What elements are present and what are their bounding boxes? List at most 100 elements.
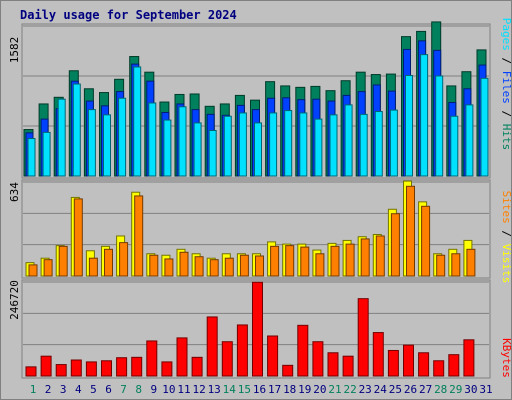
bar-sites	[451, 253, 461, 277]
side-label-pages-files-hits: Pages / Files / Hits	[500, 18, 512, 151]
bar-sites	[239, 254, 249, 277]
x-tick-label: 27	[419, 383, 432, 396]
bar-sites	[406, 185, 415, 277]
panel-hits-ymax: 1582	[8, 37, 21, 64]
bar-kbytes	[433, 360, 445, 377]
bar-kbytes	[463, 339, 475, 377]
bar-sites	[375, 235, 385, 277]
bar-pages	[254, 122, 262, 177]
x-axis-day-labels: 1 2 3 4 5 6 7 8 9 10 11 12 13 14 15 16 17 18 19 20 21 22 23 24 2…	[30, 383, 493, 396]
side-label-files: Files	[500, 71, 512, 104]
x-tick-label: 12	[192, 383, 205, 396]
panel-visits: 634 Sites / Visits	[8, 179, 512, 284]
bar-kbytes	[448, 354, 460, 377]
bar-pages	[450, 115, 459, 177]
side-label-sites: Sites	[500, 191, 512, 224]
bar-sites	[149, 254, 159, 277]
x-tick-label: 29	[449, 383, 462, 396]
bar-kbytes	[70, 359, 82, 377]
bar-pages	[42, 131, 51, 177]
bar-pages	[329, 114, 338, 177]
bar-kbytes	[40, 355, 52, 377]
x-tick-label: 3	[60, 383, 67, 396]
x-tick-label: 8	[135, 383, 142, 396]
bar-sites	[270, 245, 280, 277]
bar-pages	[284, 110, 293, 177]
side-label-visits-sites: Sites / Visits	[500, 191, 512, 284]
bar-pages	[208, 129, 217, 177]
bar-pages	[193, 122, 202, 177]
bar-pages	[133, 66, 142, 177]
bar-pages	[103, 114, 111, 177]
bar-kbytes	[131, 356, 143, 377]
bar-sites	[345, 243, 355, 277]
bar-pages	[269, 112, 278, 177]
x-tick-label: 9	[150, 383, 157, 396]
bar-sites	[466, 248, 476, 277]
x-tick-label: 1	[30, 383, 37, 396]
bar-kbytes	[372, 332, 384, 377]
panel-visits-ymax: 634	[8, 182, 21, 202]
x-tick-label: 11	[177, 383, 190, 396]
side-label-hits: Hits	[500, 124, 512, 151]
bar-kbytes	[267, 335, 279, 377]
bar-sites	[315, 253, 325, 277]
bar-pages	[299, 112, 308, 177]
bar-pages	[405, 74, 413, 177]
bar-pages	[163, 119, 172, 177]
x-tick-label: 25	[389, 383, 402, 396]
bar-pages	[72, 83, 81, 177]
bar-sites	[194, 256, 204, 277]
bar-kbytes	[146, 340, 158, 377]
bar-sites	[43, 259, 53, 277]
side-label-kbytes: KBytes	[500, 338, 512, 378]
side-label-visits: Visits	[500, 244, 512, 284]
bar-kbytes	[236, 324, 248, 377]
bar-sites	[390, 213, 400, 277]
bar-kbytes	[252, 281, 263, 377]
bar-pages	[465, 104, 474, 177]
bar-sites	[360, 238, 370, 277]
chart-title: Daily usage for September 2024	[20, 8, 237, 22]
side-label-pages: Pages	[500, 18, 512, 51]
bar-pages	[359, 113, 368, 177]
bar-kbytes	[85, 361, 97, 377]
x-tick-label: 24	[374, 383, 388, 396]
side-label-sep3: /	[500, 224, 512, 244]
bar-kbytes	[342, 355, 354, 377]
panel-hits-bars	[23, 21, 489, 177]
bar-sites	[134, 195, 144, 277]
bar-kbytes	[206, 316, 218, 377]
x-tick-label: 6	[105, 383, 112, 396]
bar-sites	[255, 255, 264, 277]
panel-hits: 1582 Pages / Files / Hits	[8, 18, 512, 179]
bar-sites	[119, 242, 129, 277]
bar-kbytes	[25, 366, 37, 377]
x-tick-label: 30	[464, 383, 477, 396]
bar-kbytes	[55, 364, 67, 377]
bar-pages	[27, 138, 36, 177]
bar-pages	[223, 115, 232, 177]
panel-kbytes-ymax: 246720	[8, 280, 21, 320]
bar-kbytes	[221, 341, 233, 377]
bar-kbytes	[191, 356, 203, 377]
bar-pages	[87, 109, 96, 177]
bar-kbytes	[282, 364, 294, 377]
bar-pages	[314, 118, 323, 177]
x-tick-label: 31	[479, 383, 492, 396]
bar-sites	[28, 264, 38, 277]
x-tick-label: 22	[343, 383, 356, 396]
x-tick-label: 23	[359, 383, 372, 396]
bar-pages	[389, 109, 398, 177]
bar-kbytes	[387, 349, 399, 377]
x-tick-label: 28	[434, 383, 447, 396]
bar-pages	[374, 111, 383, 177]
bar-sites	[58, 245, 68, 277]
panel-kbytes: 246720 KBytes	[8, 279, 512, 379]
bar-sites	[421, 205, 431, 277]
bar-pages	[118, 97, 127, 177]
bar-pages	[480, 77, 489, 177]
bar-sites	[88, 257, 98, 277]
bar-sites	[104, 248, 113, 277]
x-tick-label: 19	[298, 383, 311, 396]
